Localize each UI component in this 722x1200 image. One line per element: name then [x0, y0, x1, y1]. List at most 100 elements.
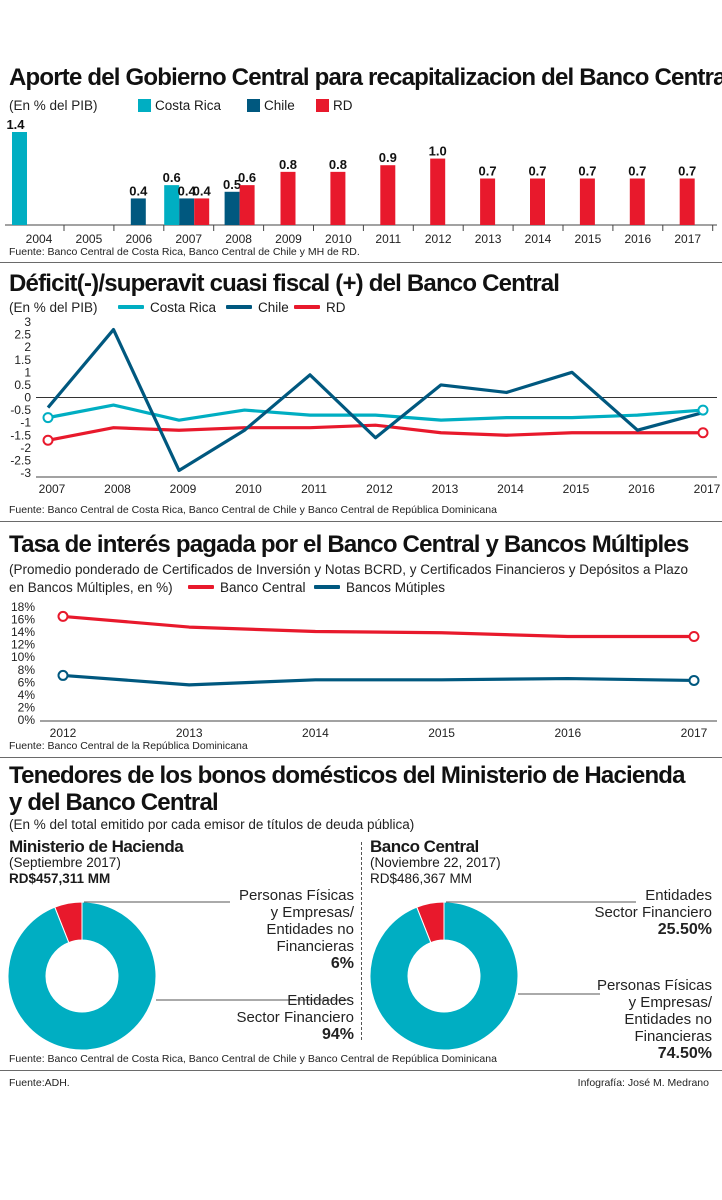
- y-tick-label: 1: [24, 365, 31, 379]
- bar: [280, 171, 296, 225]
- bar-value-label: 0.4: [178, 183, 197, 198]
- banco-central-amount: RD$486,367 MM: [370, 871, 473, 886]
- divider: [0, 757, 722, 758]
- legend-rd: RD: [316, 98, 353, 113]
- hacienda-amount: RD$457,311 MM: [9, 871, 111, 886]
- bar-chart-subtitle: (En % del PIB): [9, 98, 98, 113]
- legend-chile: Chile: [247, 98, 295, 113]
- x-tick-label: 2014: [302, 726, 329, 738]
- footer-source: Fuente:ADH.: [9, 1077, 70, 1089]
- series-line-chile: [46, 327, 704, 473]
- x-tick-label: 2010: [235, 482, 262, 496]
- endpoint-marker: [42, 412, 54, 424]
- x-tick-label: 2012: [366, 482, 393, 496]
- x-tick-label: 2016: [624, 232, 651, 244]
- deficit-line-chart: 32.521.510.50-0.5-1-1.5-2-2.5-3 2007 2008 2…: [10, 315, 720, 496]
- holders-donut-charts: [7, 901, 636, 1051]
- rate-chart-subtitle-2: en Bancos Múltiples, en %): [9, 580, 173, 595]
- endpoint-marker: [57, 669, 69, 681]
- hacienda-label-entidades: Entidades Sector Financiero 94%: [170, 992, 354, 1043]
- x-tick-label: 2004: [26, 232, 53, 244]
- hacienda-pct-personas: 6%: [330, 955, 354, 972]
- legend-costa-rica: Costa Rica: [138, 98, 221, 113]
- bc-pct-personas: 74.50%: [657, 1045, 712, 1062]
- bar-value-label: 0.7: [528, 164, 546, 179]
- y-tick-label: 0.5: [14, 378, 31, 392]
- y-tick-label: 1.5: [14, 353, 31, 367]
- y-tick-label: 4%: [18, 688, 36, 702]
- series-line: [62, 673, 695, 687]
- bar-value-label: 0.7: [578, 164, 596, 179]
- x-tick-label: 2009: [275, 232, 302, 244]
- bar-value-label: 0.4: [193, 183, 212, 198]
- x-tick-label: 2014: [525, 232, 552, 244]
- x-tick-label: 2007: [175, 232, 202, 244]
- x-tick-label: 2012: [425, 232, 452, 244]
- bar: [12, 132, 27, 225]
- hacienda-pct-entidades: 94%: [321, 1026, 354, 1043]
- series-line-rd: [47, 423, 703, 442]
- donut-separator: [361, 842, 362, 1040]
- x-tick-label: 2005: [76, 232, 103, 244]
- x-tick-label: 2011: [301, 482, 327, 496]
- bar: [629, 178, 645, 225]
- x-tick-label: 2013: [176, 726, 203, 738]
- bar-value-label: 0.8: [279, 157, 297, 172]
- x-tick-label: 2011: [375, 232, 401, 244]
- legend-rd: RD: [294, 300, 346, 315]
- rate-line-chart: 18%16%14%12%10%8%6%4%2%0% 2012 2013 2014 201…: [11, 600, 717, 738]
- x-tick-label: 2008: [225, 232, 252, 244]
- holders-title-2: y del Banco Central: [9, 789, 219, 816]
- donut-slice-large: [369, 901, 519, 1051]
- x-tick-label: 2013: [432, 482, 459, 496]
- y-tick-label: -1: [20, 416, 31, 430]
- y-tick-label: -2.5: [10, 453, 31, 467]
- endpoint-marker: [42, 434, 54, 446]
- bc-label-entidades: Entidades Sector Financiero 25.50%: [520, 887, 712, 938]
- y-tick-label: 12%: [11, 638, 35, 652]
- rate-chart-subtitle: (Promedio ponderado de Certificados de I…: [9, 562, 689, 577]
- x-tick-label: 2014: [497, 482, 524, 496]
- y-tick-label: 0%: [18, 713, 36, 727]
- bar-value-label: 0.8: [329, 157, 347, 172]
- bar-value-label: 1.0: [429, 144, 447, 159]
- divider: [0, 1070, 722, 1071]
- x-tick-label: 2007: [39, 482, 66, 496]
- hacienda-label-personas: Personas Físicas y Empresas/ Entidades n…: [170, 887, 354, 972]
- bar-chart: 2004 2005 2006 2007 2008 2009 2010 2011 2012 2013…: [5, 117, 717, 244]
- deficit-chart-subtitle: (En % del PIB): [9, 300, 98, 315]
- holders-source: Fuente: Banco Central de Costa Rica, Ban…: [9, 1053, 497, 1065]
- bar: [179, 198, 195, 225]
- y-tick-label: -2: [20, 441, 31, 455]
- x-tick-label: 2015: [563, 482, 590, 496]
- bar: [130, 198, 146, 225]
- banco-central-heading: Banco Central: [370, 837, 479, 856]
- bar: [194, 198, 210, 225]
- bar-chart-source: Fuente: Banco Central de Costa Rica, Ban…: [9, 246, 360, 258]
- banco-central-date: (Noviembre 22, 2017): [370, 855, 501, 870]
- bar: [679, 178, 695, 225]
- legend-banco-central: Banco Central: [188, 580, 306, 595]
- deficit-chart-source: Fuente: Banco Central de Costa Rica, Ban…: [9, 504, 497, 516]
- bar: [164, 185, 180, 225]
- y-tick-label: 0: [24, 391, 31, 405]
- bar-value-label: 0.4: [129, 183, 148, 198]
- x-tick-label: 2015: [428, 726, 455, 738]
- series-line: [62, 614, 694, 639]
- hacienda-date: (Septiembre 2017): [9, 855, 121, 870]
- endpoint-marker: [697, 404, 709, 416]
- x-tick-label: 2013: [475, 232, 502, 244]
- bar: [579, 178, 595, 225]
- x-tick-label: 2016: [554, 726, 581, 738]
- divider: [0, 262, 722, 263]
- donut-slice-large: [7, 901, 157, 1051]
- holders-subtitle: (En % del total emitido por cada emisor …: [9, 817, 415, 832]
- y-tick-label: 3: [24, 315, 31, 329]
- footer-credit: Infografía: José M. Medrano: [577, 1077, 709, 1089]
- x-tick-label: 2017: [674, 232, 701, 244]
- y-tick-label: 16%: [11, 613, 35, 627]
- y-tick-label: -0.5: [10, 403, 31, 417]
- rate-chart-title: Tasa de interés pagada por el Banco Cent…: [9, 531, 689, 558]
- bc-pct-entidades: 25.50%: [657, 921, 712, 938]
- bar: [224, 191, 240, 225]
